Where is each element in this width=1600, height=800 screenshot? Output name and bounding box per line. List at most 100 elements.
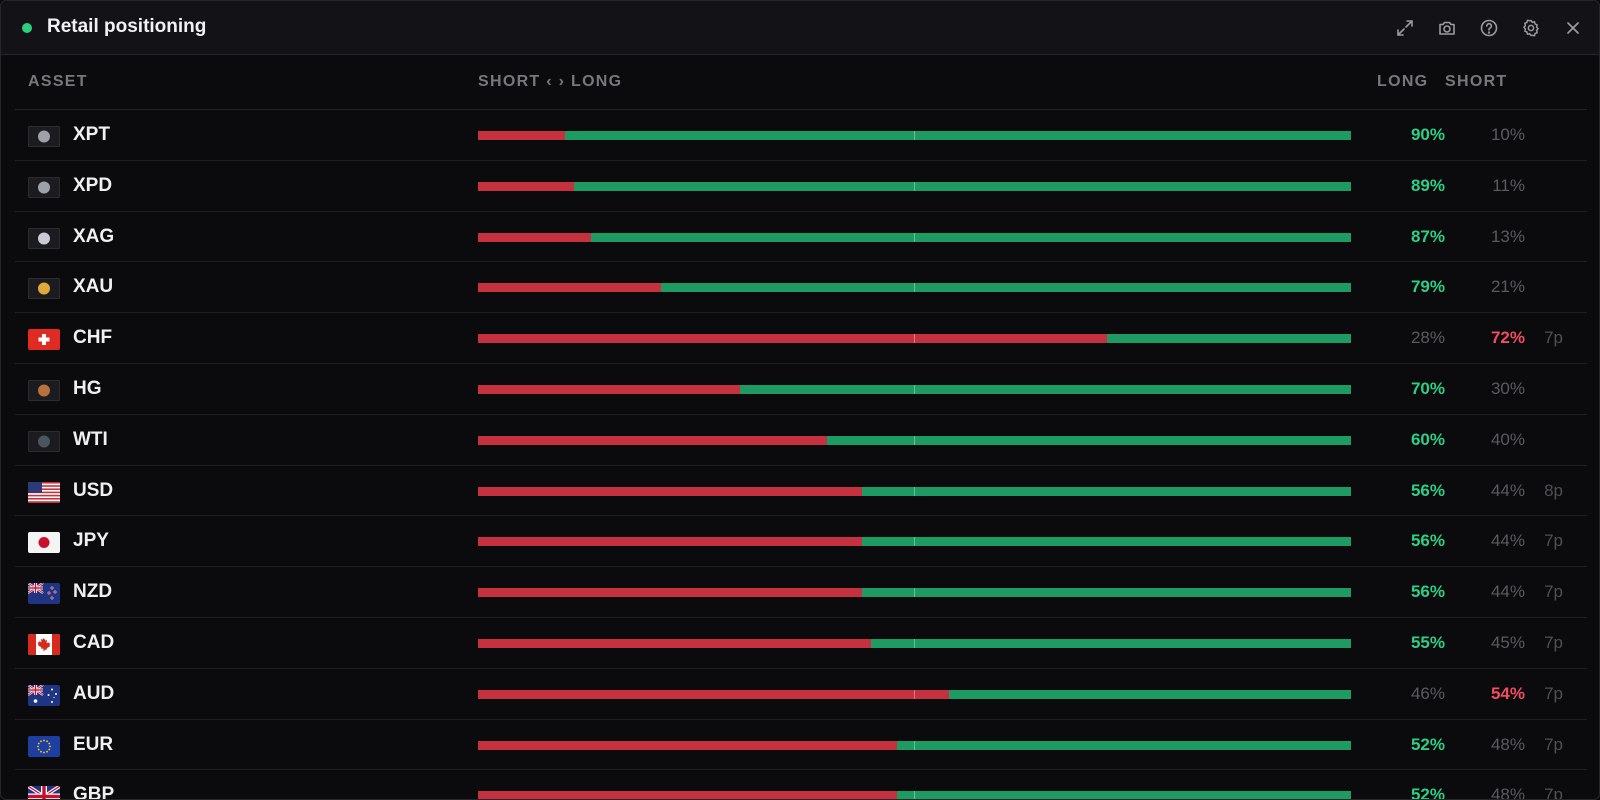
flag-switzerland-icon [28, 329, 60, 351]
header-asset: ASSET [28, 73, 88, 90]
update-age: 7p [1544, 683, 1563, 703]
asset-symbol: AUD [73, 682, 115, 704]
long-percent: 46% [1410, 683, 1445, 703]
table-row[interactable]: USD 56% 44% 8p [15, 466, 1587, 517]
long-percent: 52% [1410, 734, 1445, 754]
asset-symbol: NZD [73, 581, 113, 603]
flag-eu-icon [28, 735, 60, 757]
short-segment [478, 588, 863, 598]
midpoint-marker [914, 486, 915, 496]
table-header: ASSET SHORT ‹ › LONG LONG SHORT [15, 55, 1587, 110]
table-row[interactable]: XAU 79% 21% [15, 262, 1587, 314]
short-segment [478, 435, 828, 445]
midpoint-marker [914, 181, 915, 191]
status-dot [22, 23, 32, 33]
oil-dark-icon [28, 430, 60, 452]
table-row[interactable]: XPD 89% 11% [15, 161, 1587, 212]
table-row[interactable]: XPT 90% 10% [15, 110, 1587, 161]
short-segment [478, 181, 575, 191]
sentiment-bar [478, 384, 1351, 394]
gear-icon[interactable] [1519, 16, 1543, 40]
header-short[interactable]: SHORT [1445, 73, 1508, 90]
midpoint-marker [914, 791, 915, 799]
flag-usa-icon [28, 481, 60, 503]
short-percent: 44% [1490, 582, 1525, 602]
short-segment [478, 791, 898, 799]
short-percent: 40% [1490, 429, 1525, 449]
long-percent: 56% [1410, 582, 1445, 602]
long-percent: 52% [1410, 785, 1445, 800]
short-percent: 11% [1492, 175, 1525, 195]
asset-symbol: CAD [73, 631, 115, 653]
sentiment-bar [478, 283, 1351, 293]
metal-grey-icon [28, 176, 60, 198]
camera-icon[interactable] [1435, 16, 1459, 40]
metal-gold-icon [28, 278, 60, 300]
asset-symbol: XPD [73, 174, 113, 196]
update-age: 8p [1544, 480, 1563, 500]
short-segment [478, 689, 950, 699]
short-percent: 10% [1490, 125, 1525, 144]
short-percent: 45% [1490, 632, 1525, 652]
midpoint-marker [914, 435, 915, 445]
update-age: 7p [1544, 328, 1563, 348]
metal-grey-icon [28, 126, 60, 147]
sentiment-bar [478, 435, 1351, 445]
long-percent: 56% [1410, 531, 1445, 551]
table-row[interactable]: AUD 46% 54% 7p [15, 669, 1587, 720]
short-segment [478, 740, 898, 750]
table-row[interactable]: CAD 55% 45% 7p [15, 618, 1587, 669]
positioning-table: XPT 90% 10% XPD 89% 11% XAG 87% 13% XAU [15, 110, 1587, 800]
short-percent: 72% [1490, 328, 1525, 348]
flag-canada-icon [28, 633, 60, 655]
flag-new-zealand-icon [28, 583, 60, 605]
midpoint-marker [914, 537, 915, 547]
midpoint-marker [914, 131, 915, 140]
sentiment-bar [478, 689, 1351, 699]
sentiment-bar [478, 791, 1351, 799]
sentiment-bar [478, 181, 1351, 191]
short-percent: 44% [1490, 531, 1525, 551]
long-percent: 60% [1410, 429, 1445, 449]
short-segment [478, 638, 871, 648]
table-row[interactable]: HG 70% 30% [15, 364, 1587, 415]
midpoint-marker [914, 384, 915, 394]
asset-symbol: HG [73, 377, 102, 399]
metal-silver-icon [28, 227, 60, 249]
short-segment [478, 486, 863, 496]
help-icon[interactable] [1477, 16, 1501, 40]
sentiment-bar [478, 740, 1351, 750]
flag-australia-icon [28, 684, 60, 706]
asset-symbol: USD [73, 479, 114, 501]
table-row[interactable]: XAG 87% 13% [15, 212, 1587, 263]
update-age: 7p [1544, 785, 1563, 800]
long-percent: 28% [1410, 328, 1445, 348]
sentiment-bar [478, 334, 1351, 344]
header-long[interactable]: LONG [1377, 73, 1429, 90]
short-percent: 30% [1490, 378, 1525, 398]
short-segment [478, 283, 662, 293]
asset-symbol: EUR [73, 733, 114, 755]
long-percent: 79% [1410, 277, 1445, 297]
table-row[interactable]: NZD 56% 44% 7p [15, 567, 1587, 618]
table-row[interactable]: WTI 60% 40% [15, 415, 1587, 466]
table-row[interactable]: CHF 28% 72% 7p [15, 313, 1587, 364]
close-icon[interactable] [1561, 16, 1585, 40]
flag-uk-icon [28, 786, 60, 799]
sentiment-bar [478, 638, 1351, 648]
sentiment-bar [478, 588, 1351, 598]
table-row[interactable]: JPY 56% 44% 7p [15, 516, 1587, 568]
long-percent: 55% [1410, 632, 1445, 652]
expand-icon[interactable] [1393, 16, 1417, 40]
header-short-long: SHORT ‹ › LONG [478, 73, 623, 90]
midpoint-marker [914, 283, 915, 293]
table-row[interactable]: GBP 52% 48% 7p [15, 770, 1587, 800]
midpoint-marker [914, 334, 915, 344]
short-percent: 48% [1490, 785, 1525, 800]
asset-symbol: JPY [73, 530, 109, 552]
short-segment [478, 232, 592, 242]
sentiment-bar [478, 131, 1351, 140]
long-percent: 90% [1410, 125, 1445, 144]
table-row[interactable]: EUR 52% 48% 7p [15, 720, 1587, 771]
